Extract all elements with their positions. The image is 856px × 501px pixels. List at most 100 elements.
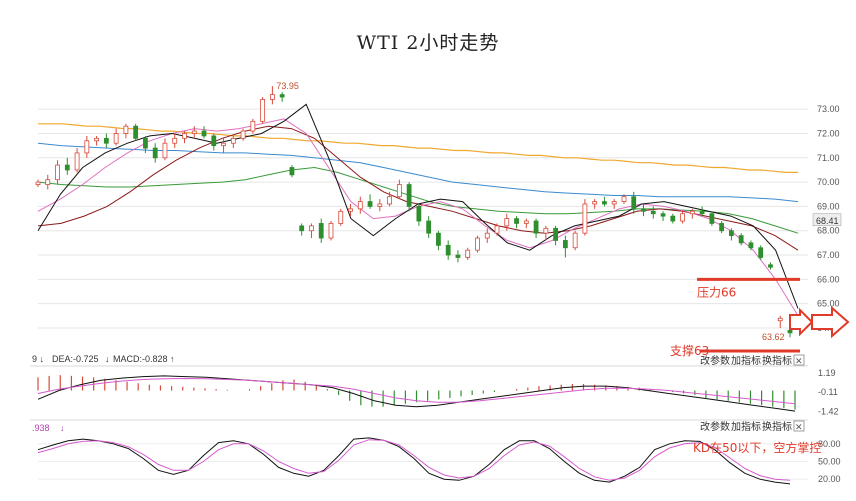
edit-params-button[interactable]: 改参数 <box>700 354 730 367</box>
candle-body <box>758 247 764 258</box>
candle-body <box>504 218 510 227</box>
candle-body <box>182 133 187 139</box>
candle-body <box>533 220 539 234</box>
candle-body <box>543 227 549 234</box>
close-icon[interactable]: ✕ <box>795 422 803 432</box>
candle-body <box>416 206 422 222</box>
macd-lines <box>37 375 796 412</box>
candle-body <box>514 218 519 224</box>
switch-indicator-button[interactable]: 换指标 <box>762 354 792 367</box>
candle-body <box>113 133 119 144</box>
candle-body <box>455 254 461 258</box>
candle-body <box>553 227 559 241</box>
candle-body <box>641 208 646 212</box>
kd-grid <box>38 443 808 480</box>
price-tick-label: 69.00 <box>817 201 840 211</box>
price-tick-label: 71.00 <box>817 153 840 163</box>
price-tick-label: 73.00 <box>817 104 840 114</box>
candle-body <box>484 232 490 239</box>
arrow-right-icon <box>811 305 850 339</box>
macd-controls: 改参数 加指标 换指标 ✕ <box>700 354 805 367</box>
candle-body <box>348 208 353 212</box>
candle-body <box>240 130 246 139</box>
candle-body <box>94 137 99 142</box>
candle-body <box>250 120 256 132</box>
high-price-label: 73.95 <box>276 81 299 91</box>
macd-panel: 9 ↓ DEA:-0.725 ↓ MACD:-0.828 ↑ 改参数 加指标 换… <box>30 354 839 416</box>
support-label: 支撑63 <box>670 343 709 358</box>
candle-body <box>777 317 783 322</box>
moving-average-line <box>38 123 798 173</box>
candlesticks <box>35 86 793 338</box>
candle-body <box>387 196 392 205</box>
candle-body <box>45 179 51 185</box>
kd-axis: 80.00 50.00 20.00 <box>818 439 841 484</box>
macd-prefix: 9 ↓ <box>32 354 44 364</box>
add-indicator-button[interactable]: 加指标 <box>731 354 761 367</box>
candle-body <box>191 130 197 134</box>
kd-controls: 改参数 加指标 换指标 ✕ <box>700 420 805 433</box>
candle-body <box>611 201 617 205</box>
moving-average-line <box>37 125 799 251</box>
d-line <box>37 439 791 481</box>
candle-body <box>436 232 441 246</box>
candle-body <box>582 203 588 234</box>
candle-body <box>748 242 754 249</box>
kd-tick-label: 20.00 <box>818 474 841 484</box>
last-price-box <box>812 213 842 227</box>
candle-body <box>299 225 305 232</box>
switch-indicator-button[interactable]: 换指标 <box>762 420 792 433</box>
candle-body <box>152 147 158 159</box>
kd-lines <box>37 437 791 485</box>
candle-body <box>445 244 451 256</box>
candle-body <box>123 125 129 134</box>
kd-panel: .938 ↓ 改参数 加指标 换指标 ✕ 80.00 50.00 20.00 KD在… <box>30 419 841 485</box>
close-indicator-box[interactable] <box>793 354 805 366</box>
candle-body <box>670 215 676 222</box>
close-icon[interactable]: ✕ <box>795 356 803 366</box>
candle-body <box>260 99 266 122</box>
candle-body <box>729 230 734 236</box>
candle-body <box>602 201 607 205</box>
candle-body <box>143 137 148 149</box>
candle-body <box>133 125 139 139</box>
candle-body <box>269 94 275 100</box>
candle-body <box>211 135 217 147</box>
candle-body <box>475 237 480 251</box>
candle-body <box>35 181 41 185</box>
candle-body <box>338 210 344 224</box>
add-indicator-button[interactable]: 加指标 <box>731 420 761 433</box>
candle-body <box>221 142 226 147</box>
arrow-right-icon <box>789 307 814 337</box>
candle-body <box>309 225 314 232</box>
candle-body <box>768 264 773 268</box>
price-tick-label: 70.00 <box>817 177 840 187</box>
candle-body <box>709 213 715 224</box>
close-indicator-box[interactable] <box>793 420 805 432</box>
candle-body <box>289 167 295 176</box>
last-price-label: 68.41 <box>816 216 839 226</box>
macd-histogram <box>37 375 796 410</box>
kd-label: .938 <box>32 423 50 433</box>
moving-average-line <box>37 142 799 203</box>
macd-tick-label: -0.11 <box>818 387 838 397</box>
candle-body <box>367 201 373 207</box>
candle-body <box>699 210 705 215</box>
candle-body <box>84 140 90 154</box>
price-grid <box>38 108 808 329</box>
candle-body <box>689 210 695 215</box>
price-panel: 73.00 72.00 71.00 70.00 69.00 68.00 67.00 66.00… <box>35 81 850 358</box>
dea-label: DEA:-0.725 <box>52 354 99 364</box>
candle-body <box>377 203 383 207</box>
candle-body <box>494 225 500 234</box>
moving-average-line <box>37 103 799 309</box>
edit-params-button[interactable]: 改参数 <box>700 420 730 433</box>
kd-arrow: ↓ <box>60 423 65 433</box>
candle-body <box>787 330 793 334</box>
candle-body <box>396 184 402 198</box>
price-tick-label: 68.00 <box>817 226 840 236</box>
candle-body <box>162 142 168 159</box>
k-line <box>37 437 791 485</box>
macd-arrow: ↓ <box>105 354 110 364</box>
